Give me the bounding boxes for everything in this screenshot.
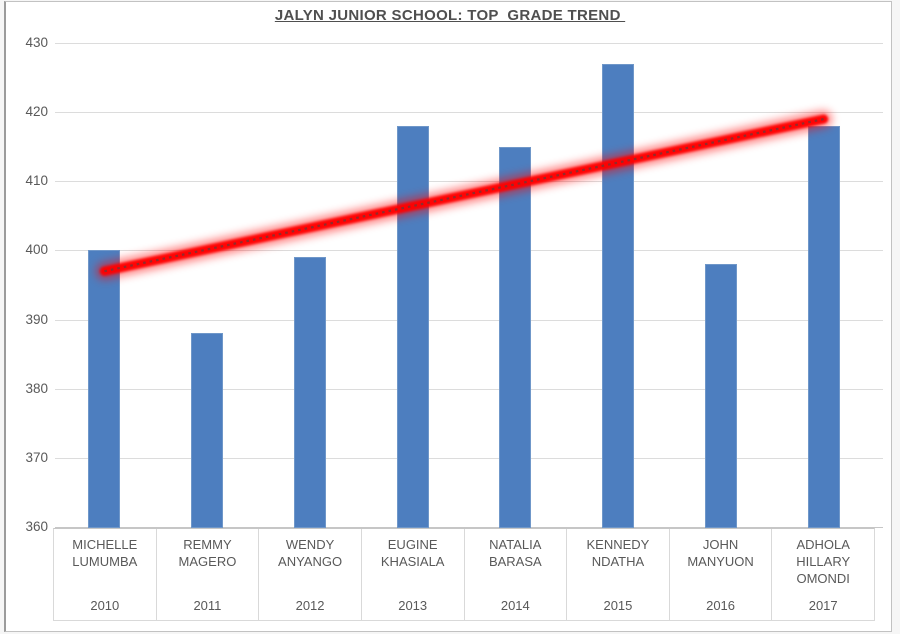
bar-2015: [602, 63, 635, 528]
y-tick-label-360: 360: [25, 519, 48, 534]
chart-title: JALYN JUNIOR SCHOOL: TOP GRADE TREND: [274, 7, 626, 24]
y-tick-label-430: 430: [25, 35, 48, 50]
gridline-390: [55, 319, 883, 321]
category-cell-2014: NATALIA BARASA 2014: [465, 529, 568, 620]
category-name: WENDY ANYANGO: [278, 537, 343, 569]
chart-frame: [4, 1, 892, 632]
y-tick-label-410: 410: [25, 173, 48, 189]
bar-2011: [191, 333, 224, 528]
category-cell-2015: KENNEDY NDATHA 2015: [567, 529, 670, 620]
y-tick-label-420: 420: [25, 104, 48, 120]
category-cell-2017: ADHOLA HILLARY OMONDI 2017: [772, 529, 874, 620]
category-year: 2011: [193, 598, 222, 613]
bar-2010: [88, 250, 121, 528]
bar-2012: [293, 257, 326, 528]
category-cell-2016: JOHN MANYUON 2016: [670, 529, 773, 620]
category-year: 2015: [603, 598, 633, 613]
y-tick-label-400: 400: [25, 242, 48, 258]
bar-2014: [499, 146, 532, 528]
chart-title-row: JALYN JUNIOR SCHOOL: TOP GRADE TREND: [0, 7, 900, 25]
category-name: KENNEDY NDATHA: [586, 537, 650, 569]
y-tick-label-380: 380: [25, 380, 48, 396]
category-cell-2012: WENDY ANYANGO 2012: [259, 529, 362, 620]
category-year: 2016: [706, 598, 736, 613]
category-name: ADHOLA HILLARY OMONDI: [796, 537, 851, 586]
category-year: 2012: [295, 598, 325, 613]
bar-2016: [704, 264, 737, 528]
gridline-400: [55, 250, 883, 252]
category-name: REMMY MAGERO: [178, 537, 237, 569]
category-name: NATALIA BARASA: [488, 537, 542, 569]
category-name: JOHN MANYUON: [687, 537, 754, 569]
gridline-420: [55, 112, 883, 114]
bar-2013: [396, 126, 429, 528]
gridline-360: [55, 527, 883, 528]
category-year: 2014: [500, 598, 530, 613]
x-axis-category-table: MICHELLE LUMUMBA 2010 REMMY MAGERO 2011 WEND…: [53, 528, 875, 621]
y-tick-label-390: 390: [25, 311, 48, 327]
gridline-370: [55, 457, 883, 459]
category-cell-2011: REMMY MAGERO 2011: [157, 529, 260, 620]
y-tick-label-370: 370: [25, 449, 48, 465]
category-year: 2010: [90, 598, 120, 613]
category-name: EUGINE KHASIALA: [380, 537, 445, 569]
gridline-410: [55, 181, 883, 183]
category-name: MICHELLE LUMUMBA: [72, 537, 138, 569]
bar-2017: [807, 126, 840, 528]
category-year: 2017: [808, 598, 838, 613]
category-cell-2013: EUGINE KHASIALA 2013: [362, 529, 465, 620]
category-year: 2013: [398, 598, 428, 613]
gridline-430: [55, 43, 883, 44]
gridline-380: [55, 388, 883, 390]
category-cell-2010: MICHELLE LUMUMBA 2010: [54, 529, 157, 620]
